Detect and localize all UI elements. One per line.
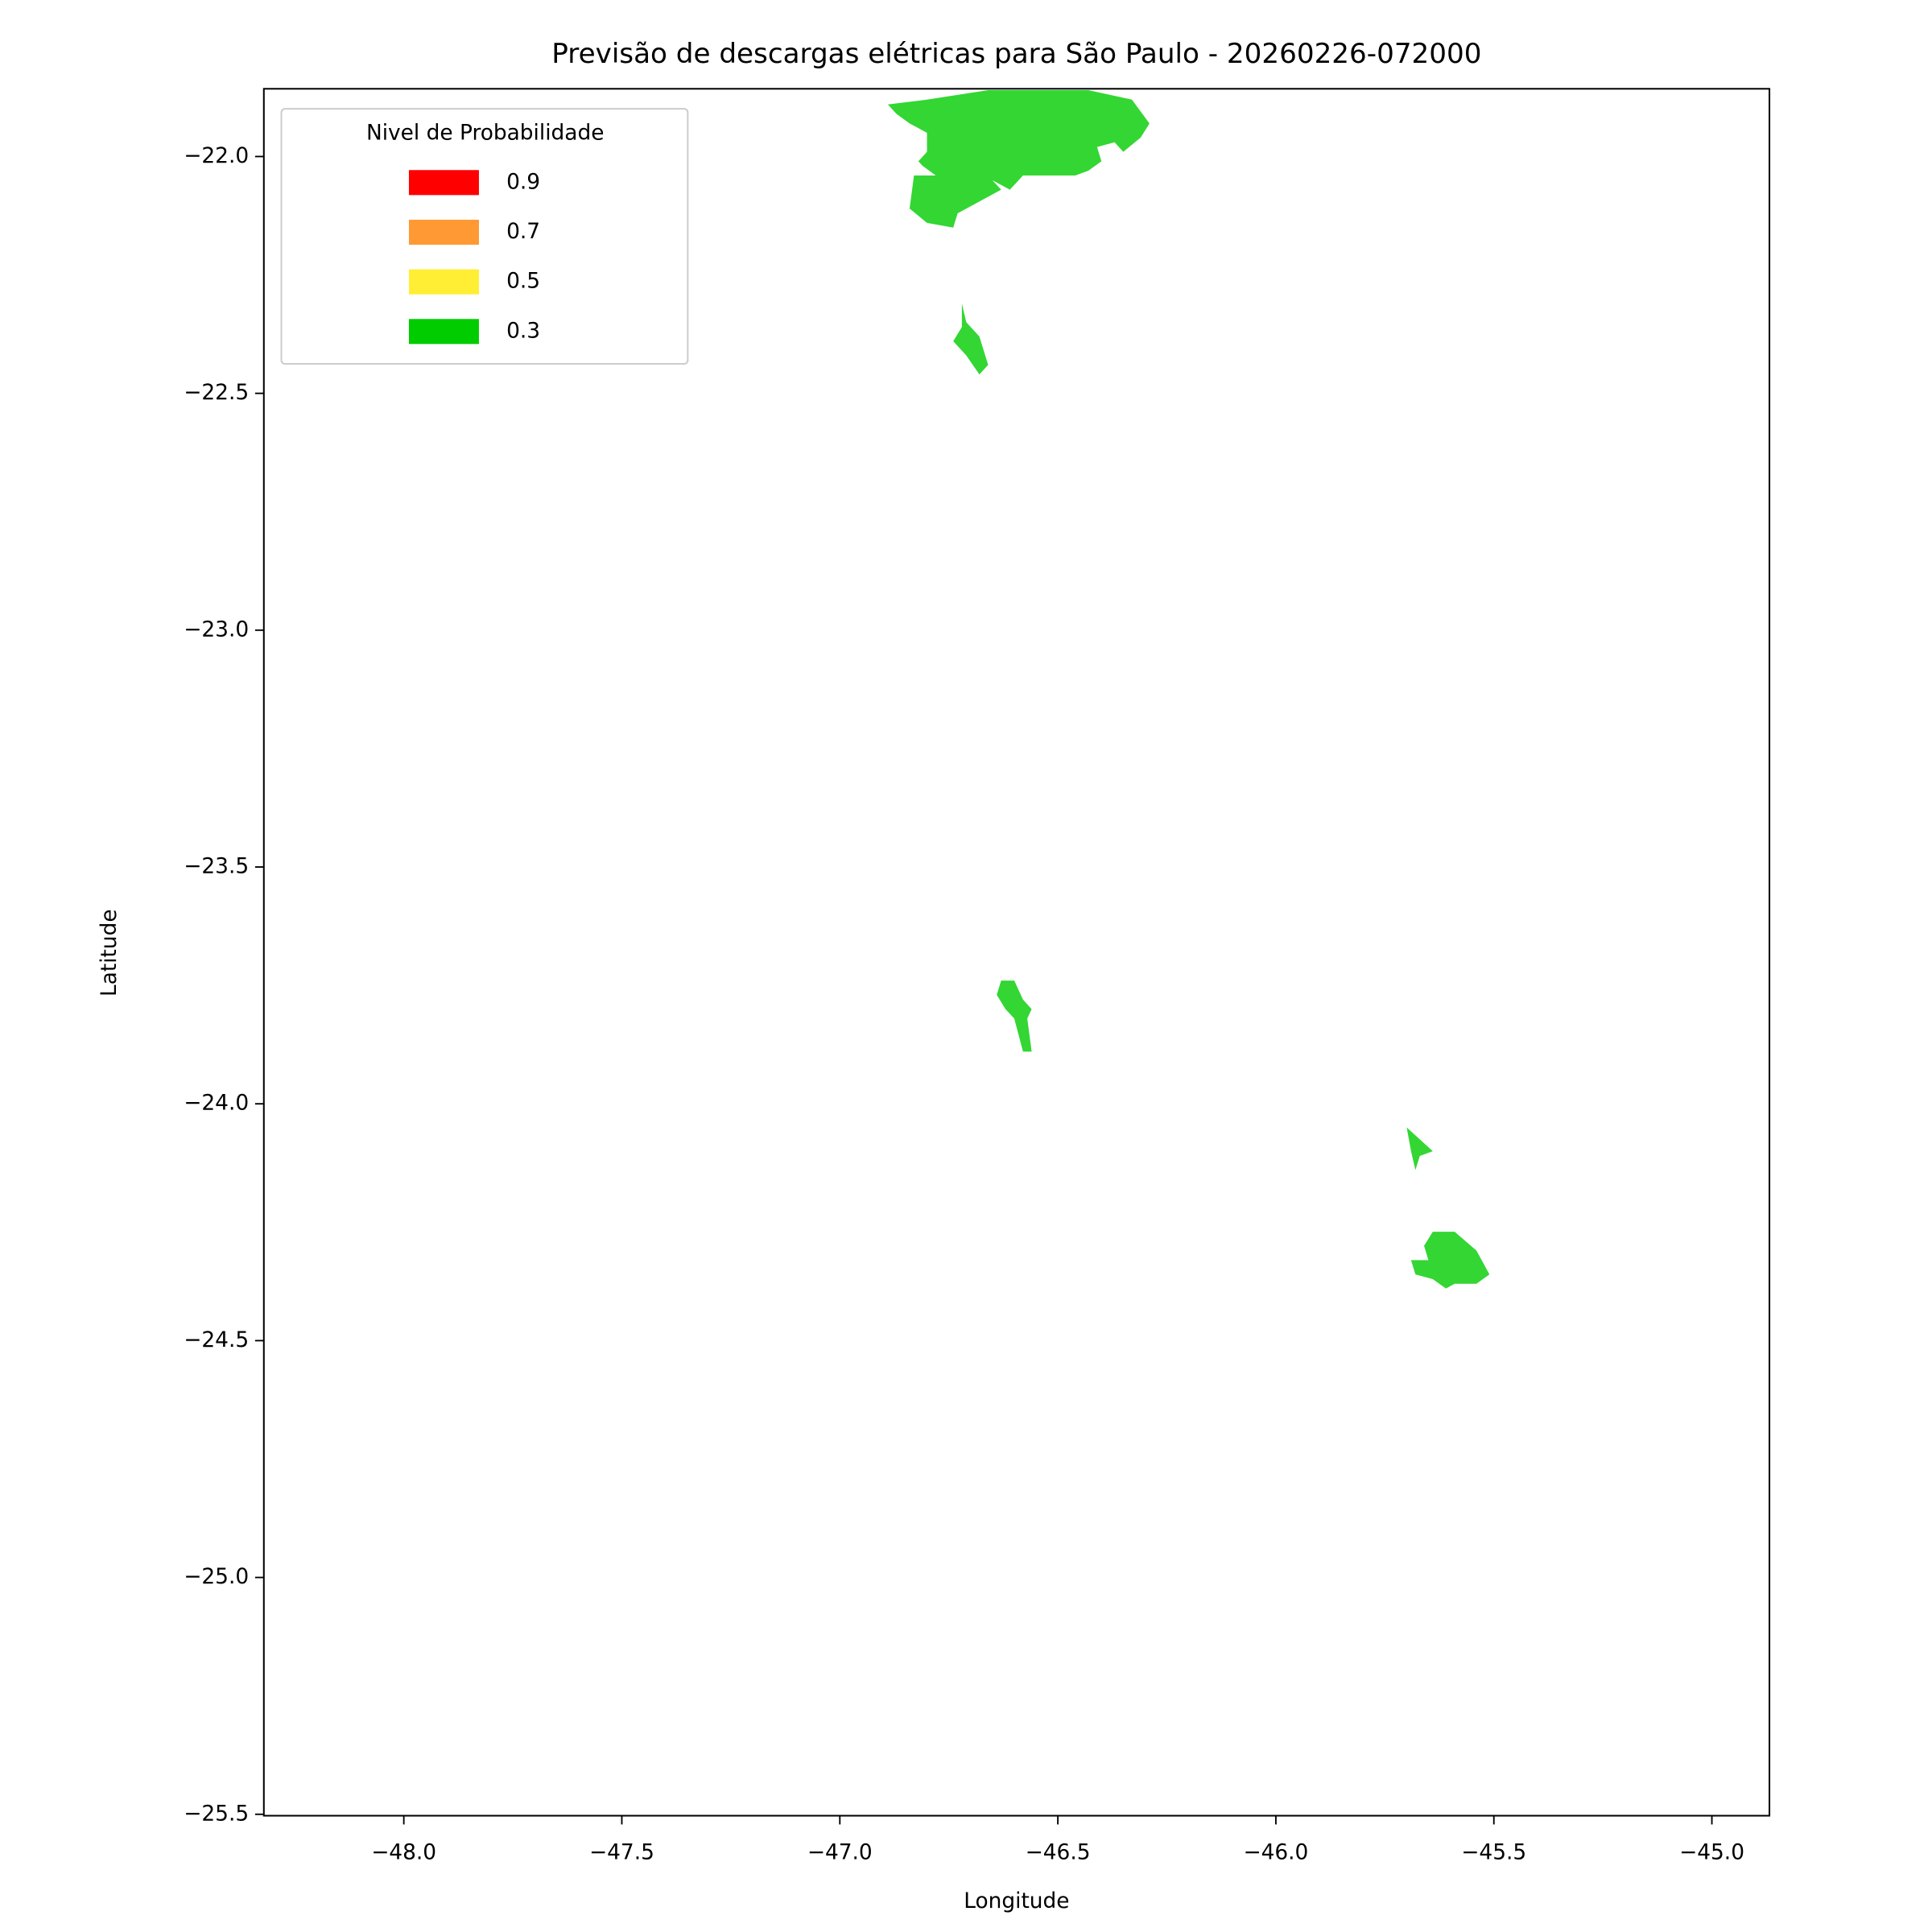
legend-label: 0.9 [506,169,540,194]
y-tick-label: −25.5 [184,1801,249,1826]
probability-region [1410,1232,1490,1289]
probability-region [1406,1127,1433,1170]
y-axis-label: Latitude [97,909,122,997]
probability-region [953,303,989,375]
chart-title: Previsão de descargas elétricas para São… [551,38,1481,70]
probability-region [997,980,1032,1052]
plot-frame [262,88,1771,1817]
y-tick-label: −25.0 [184,1564,249,1589]
legend-label: 0.5 [506,269,540,294]
y-tick-label: −24.5 [184,1327,249,1352]
x-tick-label: −45.5 [1461,1840,1526,1865]
x-tick-label: −46.5 [1026,1840,1091,1865]
legend-swatch [408,319,479,345]
legend-label: 0.3 [506,318,540,343]
x-tick-label: −48.0 [371,1840,436,1865]
legend-swatch [408,219,479,245]
x-tick-label: −46.0 [1243,1840,1308,1865]
legend-title: Nivel de Probabilidade [366,121,604,146]
y-tick-label: −23.0 [184,617,249,642]
x-tick-label: −45.0 [1679,1840,1744,1865]
x-axis-label: Longitude [964,1889,1069,1913]
probability-region [887,90,1150,228]
legend-swatch [408,269,479,295]
y-tick-label: −24.0 [184,1091,249,1116]
x-tick-label: −47.5 [589,1840,654,1865]
legend-label: 0.7 [506,219,540,244]
legend-box [280,108,689,365]
x-tick-label: −47.0 [807,1840,873,1865]
y-tick-label: −23.5 [184,854,249,879]
y-tick-label: −22.0 [184,143,249,168]
y-tick-label: −22.5 [184,380,249,405]
legend-swatch [408,170,479,196]
